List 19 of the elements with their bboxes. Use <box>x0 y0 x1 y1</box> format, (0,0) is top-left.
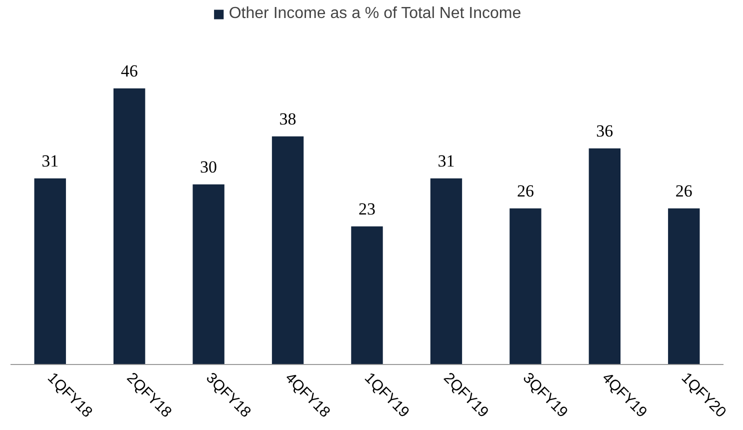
bar <box>510 208 542 364</box>
data-label: 31 <box>42 151 59 170</box>
data-label: 38 <box>279 109 296 128</box>
legend-label: Other Income as a % of Total Net Income <box>228 5 522 23</box>
data-label: 30 <box>200 157 218 176</box>
data-label: 26 <box>516 181 534 200</box>
data-label: 31 <box>438 151 455 170</box>
data-label: 23 <box>358 199 376 218</box>
bar <box>588 148 621 364</box>
data-label: 46 <box>120 61 138 80</box>
bar <box>668 208 700 364</box>
data-label: 36 <box>596 121 614 140</box>
bar <box>351 226 383 364</box>
data-label: 26 <box>675 181 692 200</box>
bar <box>34 178 66 364</box>
bar <box>113 88 146 364</box>
bar <box>430 178 462 364</box>
bar <box>272 136 304 364</box>
bar <box>192 184 224 364</box>
